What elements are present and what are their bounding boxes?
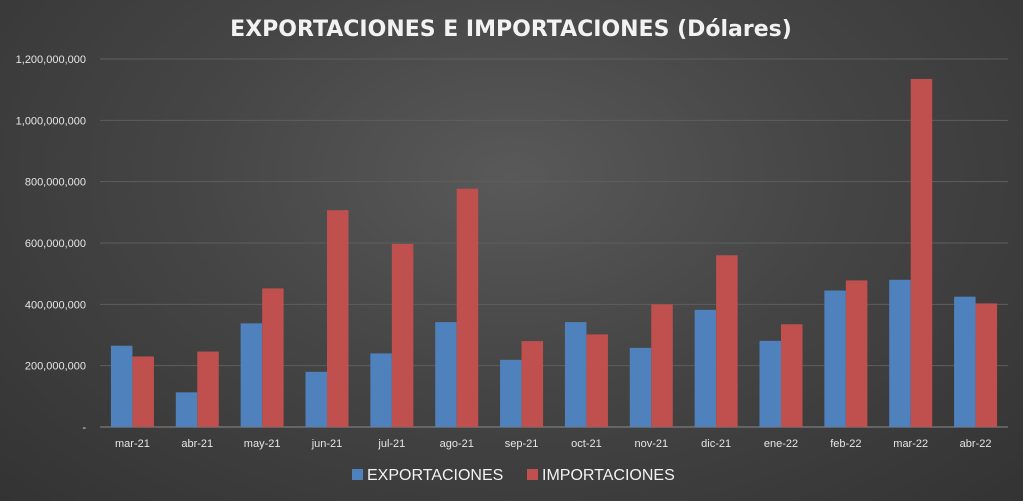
bar-importaciones-oct-21	[586, 334, 608, 427]
bar-importaciones-ago-21	[456, 188, 479, 427]
bar-exportaciones-sep-21	[500, 359, 522, 427]
x-tick-label: ago-21	[440, 438, 474, 450]
legend-label-exportaciones: EXPORTACIONES	[367, 467, 503, 484]
bar-importaciones-ene-22	[781, 324, 803, 427]
bar-importaciones-jul-21	[391, 243, 414, 427]
y-tick-label: -	[82, 422, 86, 434]
y-tick-label: 1,200,000,000	[16, 54, 86, 66]
bar-exportaciones-nov-21	[629, 347, 652, 427]
legend: EXPORTACIONES IMPORTACIONES	[352, 467, 675, 484]
bar-importaciones-nov-21	[651, 304, 673, 427]
y-tick-label: 400,000,000	[25, 299, 86, 311]
bar-exportaciones-feb-22	[824, 290, 846, 427]
bar-importaciones-dic-21	[716, 255, 738, 427]
legend-label-importaciones: IMPORTACIONES	[542, 467, 675, 484]
bar-importaciones-feb-22	[845, 280, 868, 427]
bar-importaciones-sep-21	[521, 341, 544, 427]
x-tick-label: feb-22	[830, 438, 861, 450]
bar-exportaciones-ago-21	[435, 322, 457, 427]
bar-importaciones-may-21	[262, 288, 284, 427]
legend-swatch-importaciones	[527, 469, 538, 480]
x-tick-label: jun-21	[311, 438, 343, 450]
x-tick-label: abr-21	[181, 438, 213, 450]
y-axis: - 200,000,000 400,000,000 600,000,000 800,00…	[16, 54, 87, 434]
y-tick-label: 200,000,000	[25, 361, 86, 373]
y-tick-label: 1,000,000,000	[16, 115, 86, 127]
bar-exportaciones-may-21	[240, 323, 263, 427]
x-tick-label: jul-21	[377, 438, 405, 450]
bar-exportaciones-ene-22	[759, 340, 781, 427]
chart-title: EXPORTACIONES E IMPORTACIONES (Dólares)	[230, 17, 792, 42]
y-tick-label: 800,000,000	[25, 177, 86, 189]
x-axis: mar-21 abr-21 may-21 jun-21 jul-21 ago-21 sep-…	[115, 438, 991, 450]
bar-exportaciones-oct-21	[564, 322, 587, 427]
bar-exportaciones-abr-22	[954, 296, 976, 427]
x-tick-label: ene-22	[764, 438, 798, 450]
bar-exportaciones-mar-21	[110, 345, 133, 427]
bar-importaciones-jun-21	[327, 210, 349, 427]
x-tick-label: dic-21	[701, 438, 731, 450]
bar-exportaciones-jun-21	[305, 371, 327, 427]
bar-exportaciones-abr-21	[175, 392, 198, 427]
bar-exportaciones-jul-21	[370, 353, 392, 427]
x-tick-label: nov-21	[634, 438, 668, 450]
y-tick-label: 600,000,000	[25, 238, 86, 250]
x-tick-label: mar-21	[115, 438, 150, 450]
gridlines	[100, 58, 1008, 428]
legend-swatch-exportaciones	[352, 469, 363, 480]
bar-importaciones-abr-22	[975, 303, 998, 427]
bar-exportaciones-dic-21	[694, 309, 717, 427]
bar-importaciones-abr-21	[197, 351, 219, 427]
plot-area	[110, 78, 998, 427]
x-tick-label: may-21	[244, 438, 281, 450]
x-tick-label: mar-22	[893, 438, 928, 450]
x-tick-label: oct-21	[571, 438, 602, 450]
x-tick-label: sep-21	[505, 438, 539, 450]
x-tick-label: abr-22	[960, 438, 992, 450]
bar-importaciones-mar-21	[132, 356, 154, 427]
bar-exportaciones-mar-22	[889, 279, 911, 427]
bar-importaciones-mar-22	[910, 78, 933, 427]
